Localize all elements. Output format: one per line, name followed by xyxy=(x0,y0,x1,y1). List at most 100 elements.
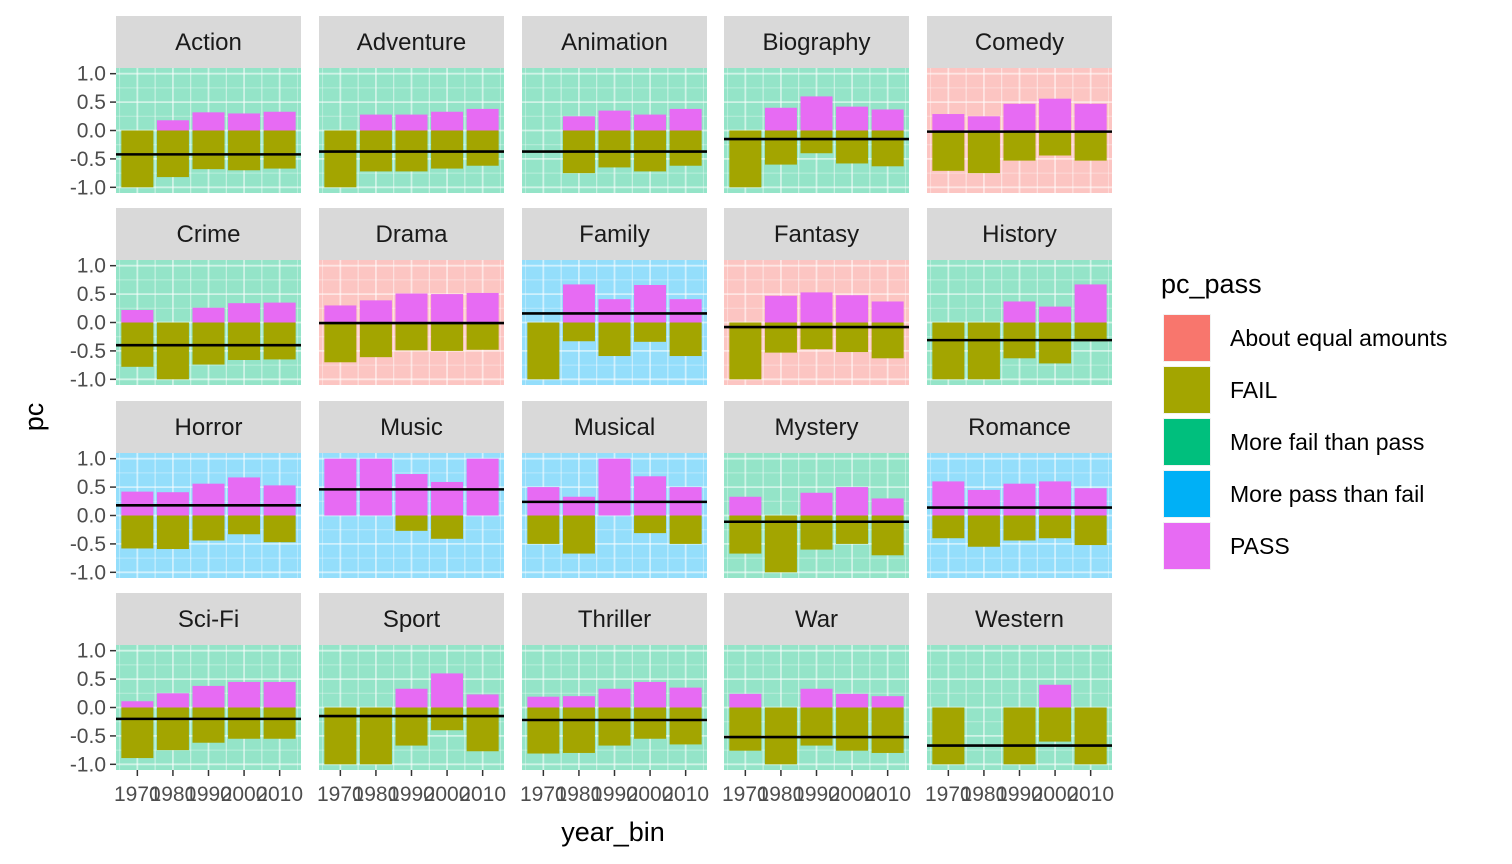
bar-fail xyxy=(598,130,631,168)
bar-pass xyxy=(598,299,631,323)
facet-panels: Action 1.0 0.5 0.0 -0.5 -1.0 Adventure Animatio… xyxy=(70,16,1114,806)
y-tick-label: 0.5 xyxy=(77,476,106,499)
bar-pass xyxy=(932,481,965,516)
y-tick-label: 0.5 xyxy=(77,91,106,114)
bar-fail xyxy=(324,322,357,363)
bar-fail xyxy=(967,322,1000,380)
bar-fail xyxy=(764,515,797,573)
bar-pass xyxy=(634,285,667,323)
bar-fail xyxy=(228,130,261,171)
bar-fail xyxy=(932,515,965,539)
x-tick-label: 1970 xyxy=(520,783,567,806)
facet-label: Horror xyxy=(174,414,242,441)
facet-strip xyxy=(116,593,301,645)
bar-fail xyxy=(598,707,631,746)
x-tick-label: 2000 xyxy=(829,783,876,806)
bar-pass xyxy=(527,696,560,708)
bar-fail xyxy=(192,515,225,541)
bar-fail xyxy=(527,322,560,380)
facet-label: Comedy xyxy=(975,29,1064,56)
bar-pass xyxy=(800,96,833,131)
bar-pass xyxy=(395,688,428,708)
bar-pass xyxy=(359,114,392,131)
y-tick-label: 0.5 xyxy=(77,668,106,691)
facet-strip xyxy=(116,401,301,453)
bar-pass xyxy=(156,492,189,516)
x-tick-label: 1980 xyxy=(556,783,603,806)
bar-pass xyxy=(1039,684,1072,708)
bar-pass xyxy=(263,302,296,323)
bar-fail xyxy=(562,707,595,753)
x-axis-title: year_bin xyxy=(561,817,665,847)
bar-fail xyxy=(1039,322,1072,364)
facet-panel: Mystery xyxy=(724,401,909,578)
facet-label: Biography xyxy=(762,29,870,56)
x-tick-label: 1970 xyxy=(114,783,161,806)
bar-fail xyxy=(395,707,428,746)
bar-pass xyxy=(1074,103,1107,131)
bar-fail xyxy=(729,322,762,380)
bar-fail xyxy=(729,707,762,751)
bar-pass xyxy=(324,305,357,323)
facet-strip xyxy=(927,208,1112,260)
bar-pass xyxy=(121,491,154,516)
x-tick-label: 2000 xyxy=(424,783,471,806)
bar-fail xyxy=(634,322,667,342)
facet-label: Crime xyxy=(177,221,241,248)
legend-item-label: About equal amounts xyxy=(1230,325,1447,351)
axes: year_bin pc xyxy=(19,403,665,847)
bar-pass xyxy=(871,109,904,131)
bar-fail xyxy=(263,130,296,169)
bar-pass xyxy=(324,458,357,516)
legend-swatch xyxy=(1164,367,1210,413)
y-tick-label: 0.0 xyxy=(77,312,106,335)
bar-pass xyxy=(466,108,499,131)
bar-fail xyxy=(431,130,464,169)
bar-fail xyxy=(836,707,869,751)
bar-fail xyxy=(156,707,189,751)
legend-item-label: FAIL xyxy=(1230,377,1278,403)
y-tick-label: -1.0 xyxy=(70,561,106,584)
y-tick-label: -1.0 xyxy=(70,368,106,391)
bar-pass xyxy=(598,458,631,516)
bar-pass xyxy=(395,293,428,323)
facet-label: Sci-Fi xyxy=(178,606,239,633)
facet-panel: Family xyxy=(522,208,707,385)
facet-strip xyxy=(522,208,707,260)
bar-pass xyxy=(156,120,189,131)
facet-panel: Drama xyxy=(319,208,504,385)
bar-fail xyxy=(932,707,965,765)
bar-fail xyxy=(263,322,296,360)
bar-fail xyxy=(669,515,702,544)
bar-pass xyxy=(466,292,499,323)
bar-pass xyxy=(800,292,833,323)
bar-fail xyxy=(395,515,428,531)
bar-pass xyxy=(359,458,392,516)
bar-pass xyxy=(836,295,869,323)
facet-label: Animation xyxy=(561,29,668,56)
facet-label: Western xyxy=(975,606,1064,633)
bar-fail xyxy=(228,322,261,360)
bar-pass xyxy=(932,114,965,131)
facet-panel: Adventure xyxy=(319,16,504,193)
facet-strip xyxy=(927,593,1112,645)
bar-fail xyxy=(1074,322,1107,342)
bar-fail xyxy=(598,322,631,357)
y-tick-label: 1.0 xyxy=(77,448,106,471)
bar-fail xyxy=(932,130,965,171)
bar-fail xyxy=(932,322,965,380)
legend-swatch xyxy=(1164,315,1210,361)
bar-fail xyxy=(967,515,1000,547)
x-tick-label: 2010 xyxy=(662,783,709,806)
bar-pass xyxy=(263,681,296,708)
bar-pass xyxy=(562,496,595,516)
x-tick-label: 2010 xyxy=(1067,783,1114,806)
bar-fail xyxy=(1039,130,1072,156)
facet-panel: Comedy xyxy=(927,16,1112,193)
bar-pass xyxy=(431,481,464,516)
x-tick-label: 2000 xyxy=(221,783,268,806)
